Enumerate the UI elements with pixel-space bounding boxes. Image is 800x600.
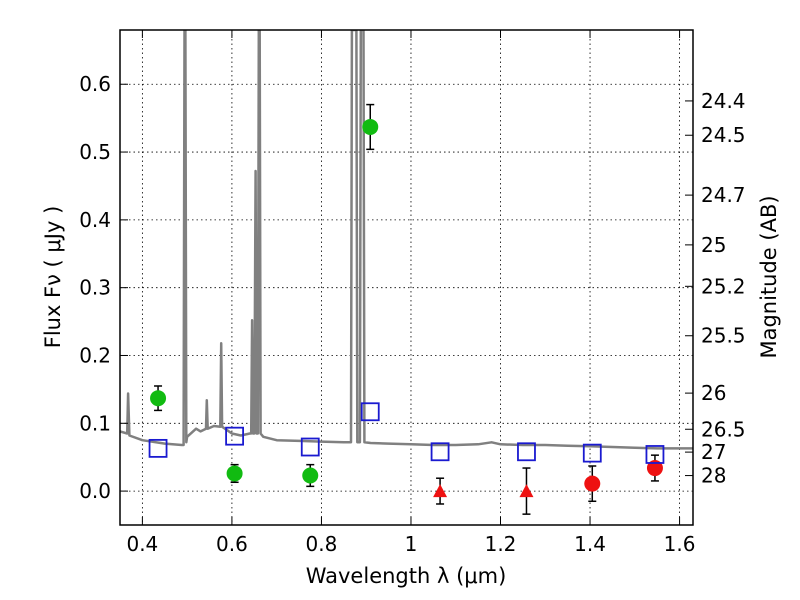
y-tick-label: 0.3 bbox=[79, 276, 111, 300]
model-flux-square bbox=[225, 426, 245, 446]
model-spectrum-line bbox=[120, 30, 693, 450]
right-tick-label: 25 bbox=[701, 233, 726, 257]
right-tick-label: 24.5 bbox=[701, 123, 746, 147]
y-tick-label: 0.0 bbox=[79, 479, 111, 503]
y-tick-label: 0.2 bbox=[79, 343, 111, 367]
right-tick-label: 26 bbox=[701, 381, 726, 405]
plot-background bbox=[120, 30, 693, 525]
x-tick-label: 1.6 bbox=[664, 532, 696, 556]
data-point-upper-limit bbox=[433, 484, 448, 498]
x-tick-label: 1.2 bbox=[485, 532, 517, 556]
data-point-circle bbox=[226, 465, 243, 482]
right-tick-label: 26.5 bbox=[701, 417, 746, 441]
data-point-upper-limit bbox=[519, 484, 534, 498]
x-tick-label: 0.8 bbox=[306, 532, 338, 556]
right-tick-label: 28 bbox=[701, 464, 726, 488]
model-flux-square bbox=[582, 443, 602, 463]
data-point-circle bbox=[646, 460, 663, 477]
y-tick-label: 0.1 bbox=[79, 411, 111, 435]
data-markers-layer bbox=[148, 103, 665, 515]
right-tick-label: 25.2 bbox=[701, 274, 746, 298]
data-point-circle bbox=[150, 390, 167, 407]
model-flux-square bbox=[517, 442, 536, 462]
y-tick-label: 0.4 bbox=[79, 208, 111, 232]
right-tick-label: 24.4 bbox=[701, 89, 746, 113]
model-flux-square bbox=[300, 437, 320, 457]
plot-frame bbox=[119, 29, 694, 526]
data-point-circle bbox=[584, 475, 601, 492]
y-axis-label: Flux Fν ( μJy ) bbox=[41, 206, 65, 349]
x-tick-label: 1 bbox=[405, 532, 418, 556]
x-tick-label: 0.6 bbox=[216, 532, 248, 556]
x-tick-label: 0.4 bbox=[126, 532, 158, 556]
grid bbox=[120, 30, 693, 525]
right-tick-label: 25.5 bbox=[701, 324, 746, 348]
y-tick-label: 0.5 bbox=[79, 140, 111, 164]
right-axis-label: Magnitude (AB) bbox=[757, 195, 781, 358]
y-tick-label: 0.6 bbox=[79, 72, 111, 96]
model-flux-square bbox=[360, 402, 380, 422]
model-flux-square bbox=[430, 442, 450, 462]
data-point-circle bbox=[302, 467, 319, 484]
right-tick-label: 24.7 bbox=[701, 183, 746, 207]
x-axis-label: Wavelength λ (μm) bbox=[306, 564, 507, 588]
data-point-circle bbox=[362, 118, 379, 135]
ticks: 0.4 0.6 0.8 1 1.2 1.4 1.6 0.0 0.1 0.2 0.3 0.4 0.5 0.6… bbox=[79, 30, 746, 556]
model-flux-square bbox=[645, 445, 665, 464]
model-spectrum-layer bbox=[120, 30, 693, 450]
x-tick-label: 1.4 bbox=[574, 532, 606, 556]
model-flux-square bbox=[148, 438, 168, 458]
right-tick-label: 27 bbox=[701, 440, 726, 464]
